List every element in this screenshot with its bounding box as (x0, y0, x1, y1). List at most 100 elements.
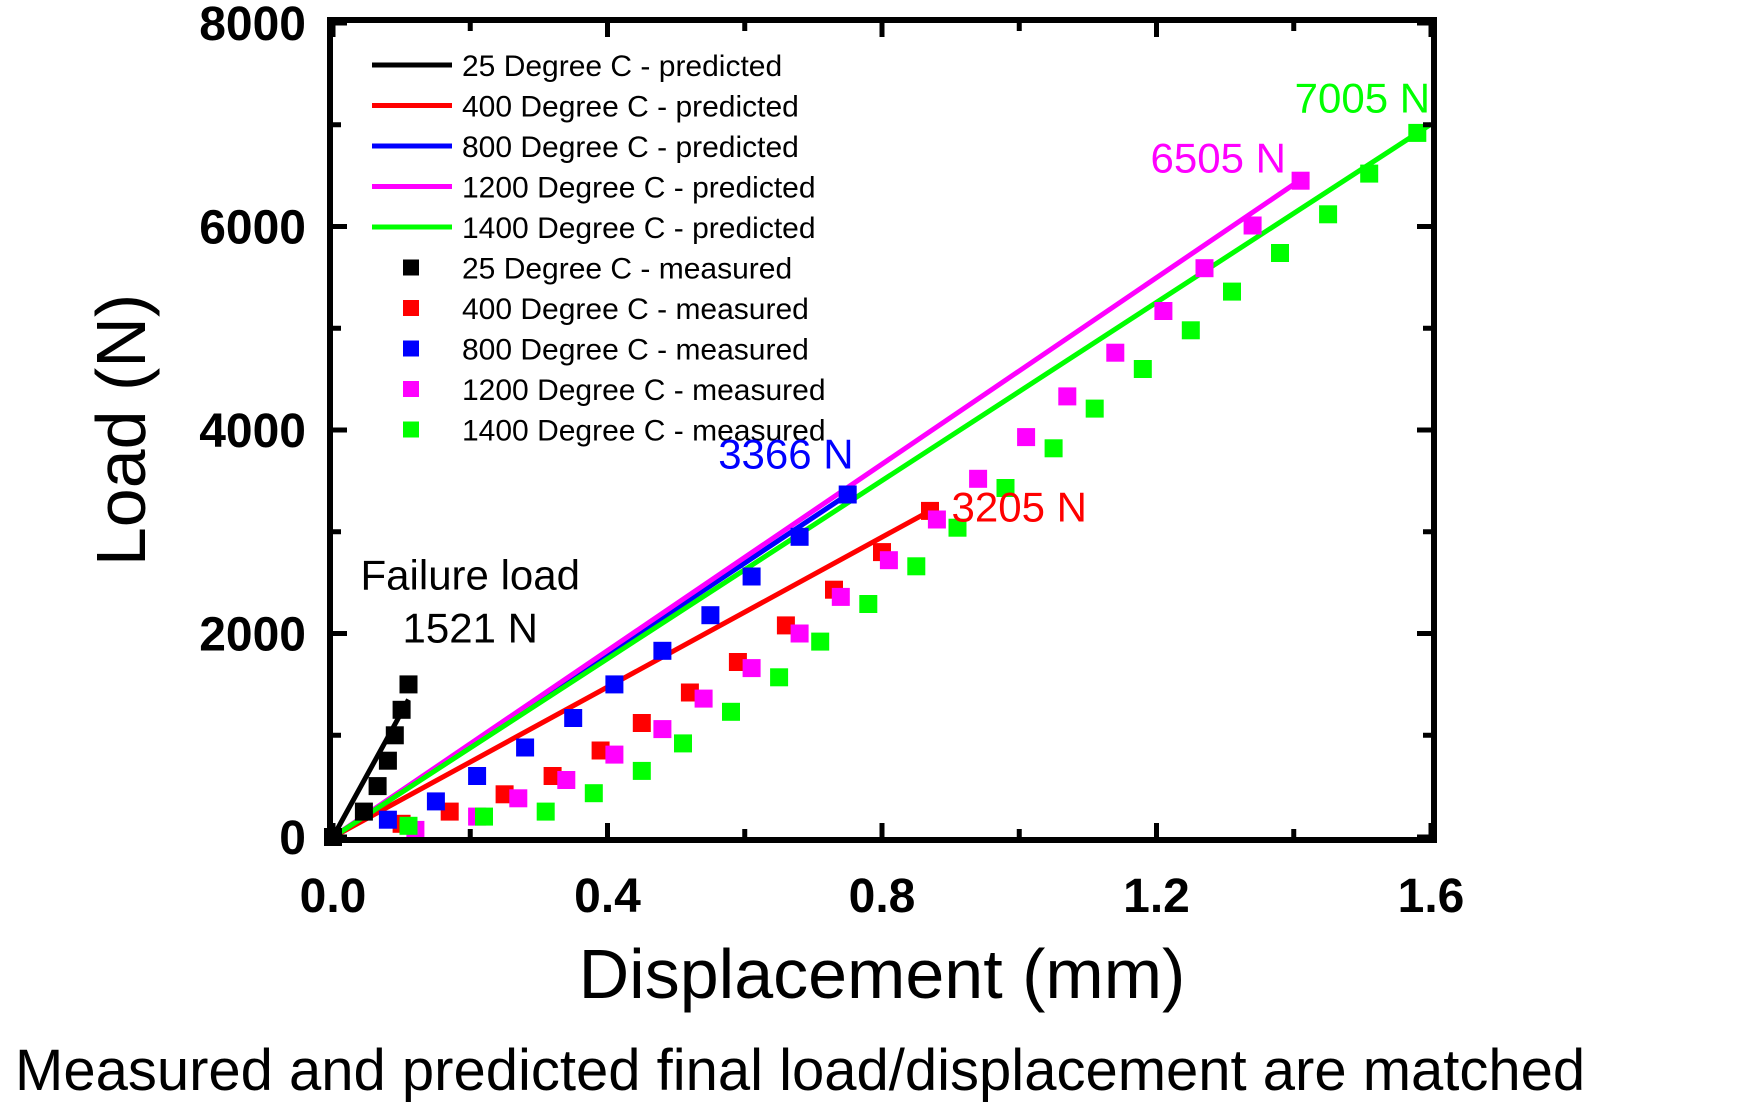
data-point-25-degree-c-measured (354, 802, 373, 821)
data-point-800-degree-c-measured (516, 738, 535, 757)
data-point-400-degree-c-measured (440, 802, 459, 821)
data-point-400-degree-c-measured (543, 767, 562, 785)
legend-label-800-degree-c-predicted: 800 Degree C - predicted (462, 131, 799, 164)
series-line-25-degree-c-predicted (330, 698, 411, 839)
data-point-1400-degree-c-measured (948, 518, 967, 537)
annotation-7005-n: 7005 N (1295, 75, 1430, 122)
data-point-1400-degree-c-measured (1271, 244, 1289, 262)
annotations: Failure load 1521 N 3366 N 3205 N 6505 N7005… (361, 75, 1431, 652)
data-point-1400-degree-c-measured (1223, 282, 1241, 301)
data-point-800-degree-c-measured (838, 485, 857, 504)
data-point-25-degree-c-measured (378, 751, 397, 770)
caption: Measured and predicted final load/displa… (15, 1038, 1585, 1102)
x-tick-label: 1.2 (1123, 870, 1190, 923)
data-point-800-degree-c-measured (564, 709, 583, 727)
data-point-400-degree-c-measured (495, 785, 514, 804)
data-point-1200-degree-c-measured (742, 659, 761, 678)
legend-label-1400-degree-c-measured: 1400 Degree C - measured (462, 415, 826, 448)
data-point-25-degree-c-measured (368, 777, 387, 796)
legend-swatch-1200-degree-c-measured (403, 381, 419, 397)
data-point-1400-degree-c-measured (632, 761, 651, 780)
legend-label-400-degree-c-measured: 400 Degree C - measured (462, 293, 809, 326)
plot-lines (330, 122, 1433, 840)
y-axis-title: Load (N) (82, 294, 160, 566)
data-point-1400-degree-c-measured (1044, 439, 1063, 458)
data-point-800-degree-c-measured (653, 641, 672, 660)
data-point-1200-degree-c-measured (790, 624, 809, 643)
x-tick-label: 0.4 (574, 870, 641, 923)
data-point-1400-degree-c-measured (1133, 360, 1152, 378)
annotation-3205-n: 3205 N (952, 484, 1087, 531)
data-point-1400-degree-c-measured (584, 784, 603, 803)
annotation-1521-n: 1521 N (403, 605, 538, 652)
data-point-400-degree-c-measured (632, 714, 651, 732)
legend-swatch-800-degree-c-measured (403, 340, 419, 357)
data-point-1200-degree-c-measured (694, 689, 713, 708)
legend-label-25-degree-c-measured: 25 Degree C - measured (462, 253, 792, 286)
data-point-1400-degree-c-measured (722, 702, 740, 721)
data-point-1400-degree-c-measured (770, 668, 789, 687)
y-tick-label: 6000 (199, 202, 306, 255)
data-point-25-degree-c-measured (392, 700, 411, 719)
data-point-1200-degree-c-measured (1154, 302, 1173, 320)
y-tick-label: 8000 (199, 0, 306, 51)
data-point-1400-degree-c-measured (996, 479, 1015, 497)
data-point-1400-degree-c-measured (1360, 164, 1379, 183)
ticks (330, 20, 1434, 840)
x-axis-title: Displacement (mm) (579, 935, 1186, 1013)
data-point-400-degree-c-measured (728, 653, 747, 671)
data-point-400-degree-c-measured (776, 616, 795, 635)
data-point-1200-degree-c-measured (927, 510, 946, 529)
data-point-1200-degree-c-measured (831, 587, 850, 606)
data-point-1200-degree-c-measured (1058, 387, 1077, 406)
tick-labels: 0.0 0.4 0.8 1.2 1.6 0 2000 4000 6000 8000 (199, 0, 1464, 923)
annotation-3366-n: 3366 N (718, 431, 853, 478)
x-tick-label: 0.8 (849, 870, 916, 923)
data-point-1400-degree-c-measured (399, 816, 418, 835)
legend: 25 Degree C - predicted 400 Degree C - pr… (372, 50, 826, 448)
data-point-1200-degree-c-measured (969, 469, 988, 488)
series-line-1400-degree-c-predicted (331, 122, 1433, 840)
y-tick-label: 0 (279, 812, 306, 865)
x-tick-label: 1.6 (1398, 870, 1465, 923)
series-line-1200-degree-c-predicted (331, 173, 1309, 840)
data-point-1200-degree-c-measured (1017, 428, 1036, 447)
data-point-800-degree-c-measured (790, 527, 809, 546)
data-point-1400-degree-c-measured (674, 734, 692, 753)
plot-markers (324, 123, 1427, 846)
data-point-1400-degree-c-measured (1085, 399, 1104, 418)
y-tick-label: 2000 (199, 609, 306, 662)
data-point-1400-degree-c-measured (907, 557, 926, 576)
data-point-1200-degree-c-measured (1291, 171, 1310, 190)
legend-label-1200-degree-c-predicted: 1200 Degree C - predicted (462, 172, 816, 205)
x-tick-label: 0.0 (300, 870, 367, 923)
data-point-400-degree-c-measured (680, 683, 699, 702)
data-point-800-degree-c-measured (742, 567, 761, 586)
data-point-1400-degree-c-measured (811, 632, 830, 651)
legend-swatch-25-degree-c-measured (403, 259, 419, 276)
data-point-1400-degree-c-measured (1408, 123, 1427, 142)
plot-frame (327, 17, 1437, 843)
data-point-1200-degree-c-measured (653, 720, 672, 739)
data-point-1200-degree-c-measured (1106, 343, 1125, 362)
data-point-800-degree-c-measured (701, 606, 720, 625)
data-point-800-degree-c-measured (426, 792, 445, 811)
data-point-1200-degree-c-measured (557, 771, 576, 789)
data-point-1200-degree-c-measured (605, 745, 624, 764)
legend-swatch-1400-degree-c-measured (403, 421, 419, 438)
data-point-1200-degree-c-measured (879, 551, 898, 570)
legend-label-1200-degree-c-measured: 1200 Degree C - measured (462, 374, 826, 407)
data-point-1400-degree-c-measured (859, 595, 878, 613)
legend-label-800-degree-c-measured: 800 Degree C - measured (462, 334, 809, 367)
data-point-1400-degree-c-measured (1319, 205, 1338, 224)
legend-swatch-400-degree-c-measured (403, 300, 419, 316)
data-point-800-degree-c-measured (378, 810, 397, 829)
data-point-800-degree-c-measured (605, 675, 624, 694)
legend-label-25-degree-c-predicted: 25 Degree C - predicted (462, 50, 782, 83)
legend-label-1400-degree-c-predicted: 1400 Degree C - predicted (462, 212, 816, 245)
annotation-failure-load: Failure load (361, 552, 580, 599)
data-point-1400-degree-c-measured (536, 802, 555, 821)
data-point-1400-degree-c-measured (475, 807, 493, 826)
data-point-1200-degree-c-measured (1243, 216, 1262, 235)
